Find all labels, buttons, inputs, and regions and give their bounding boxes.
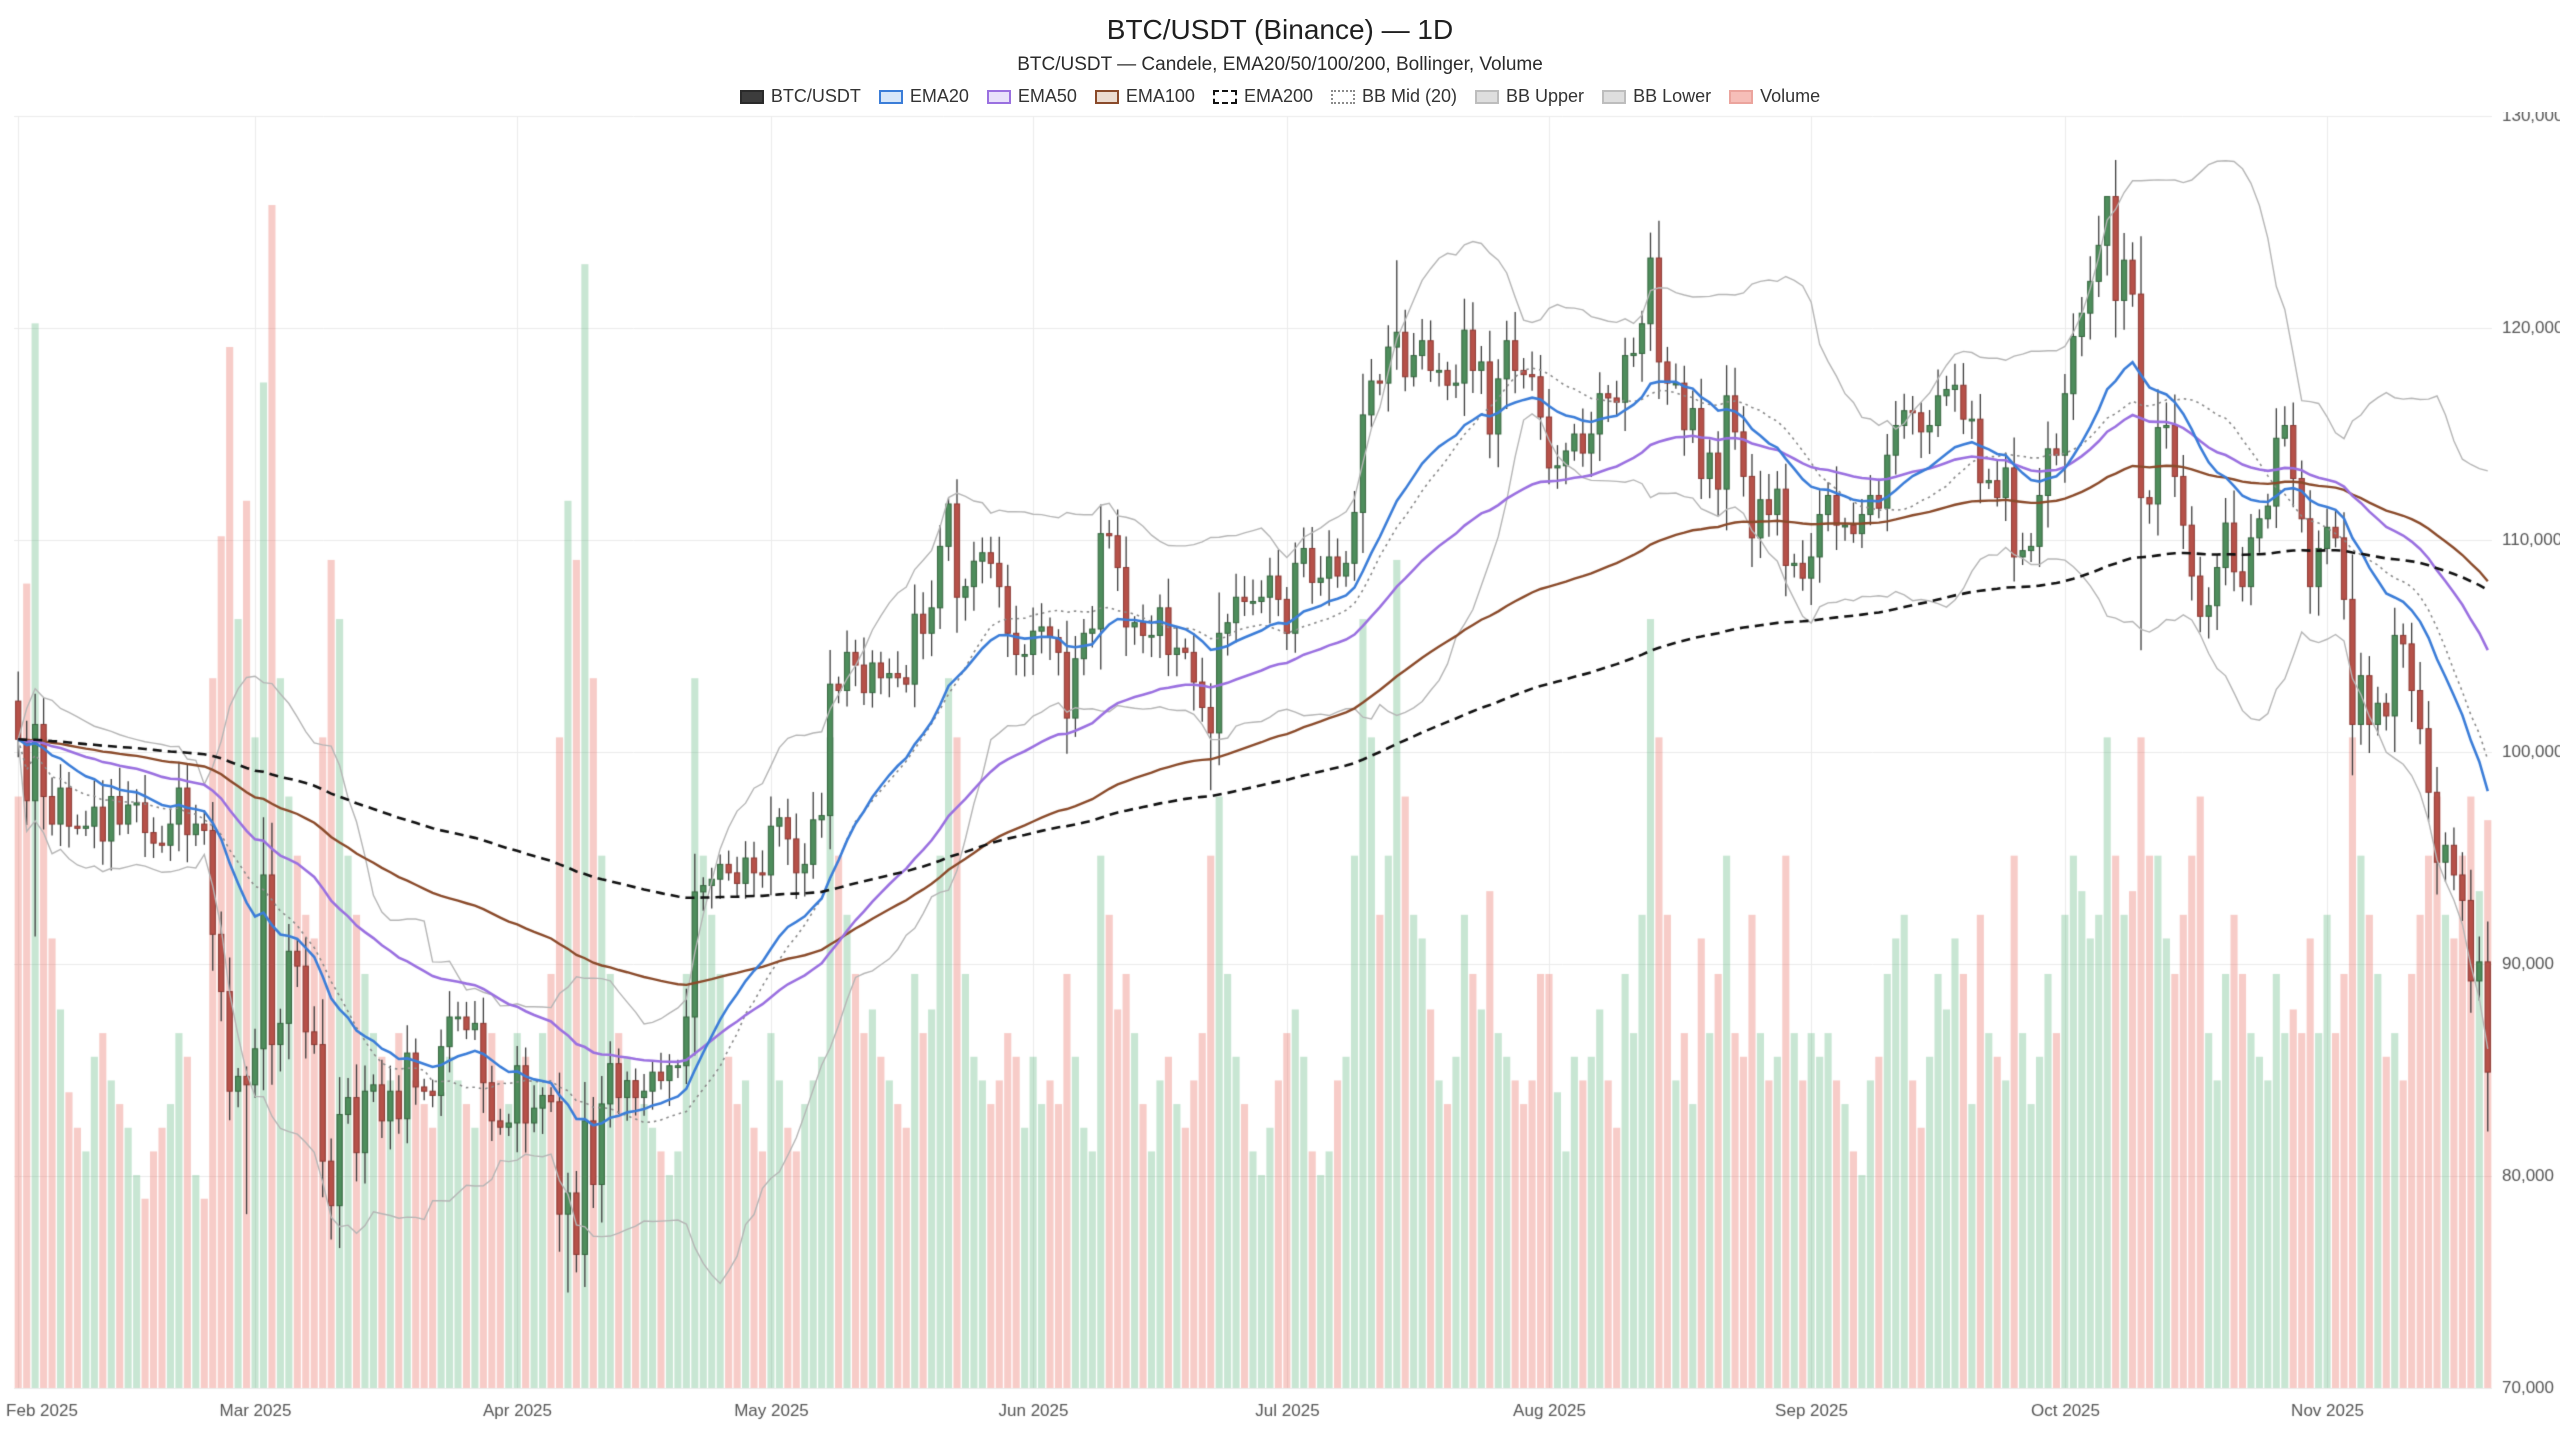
legend-item-volume: Volume	[1729, 86, 1820, 107]
legend-item-ema100: EMA100	[1094, 86, 1195, 107]
legend-label: EMA100	[1125, 86, 1195, 106]
ema50-swatch-icon	[986, 89, 1011, 104]
legend-item-ema50: EMA50	[986, 86, 1077, 107]
legend-item-ema200: EMA200	[1212, 86, 1313, 107]
chart-legend: BTC/USDT EMA20 EMA50 EMA100 EMA200 BB Mid (20…	[0, 86, 2560, 107]
legend-item-bb-upper: BB Upper	[1475, 86, 1584, 107]
bb-lower-swatch-icon	[1602, 89, 1627, 104]
legend-label: BB Mid (20)	[1361, 86, 1458, 106]
btc-usdt-swatch-icon	[739, 89, 764, 104]
legend-item-bb-lower: BB Lower	[1602, 86, 1711, 107]
legend-item-btc-usdt: BTC/USDT	[739, 86, 861, 107]
ema200-swatch-icon	[1212, 89, 1237, 104]
price-chart-canvas	[0, 112, 2560, 1434]
legend-label: Volume	[1760, 86, 1821, 106]
volume-swatch-icon	[1729, 89, 1754, 104]
ema100-swatch-icon	[1094, 89, 1119, 104]
legend-label: BTC/USDT	[770, 86, 861, 106]
ema20-swatch-icon	[878, 89, 903, 104]
legend-label: EMA50	[1017, 86, 1077, 106]
chart-title: BTC/USDT (Binance) — 1D	[1106, 14, 1454, 45]
legend-label: BB Lower	[1633, 86, 1712, 106]
legend-item-ema20: EMA20	[878, 86, 969, 107]
legend-item-bb-mid: BB Mid (20)	[1330, 86, 1458, 107]
legend-label: EMA20	[909, 86, 969, 106]
bb-mid-swatch-icon	[1330, 89, 1355, 104]
legend-label: BB Upper	[1506, 86, 1585, 106]
chart-header: BTC/USDT (Binance) — 1D BTC/USDT — Cande…	[0, 0, 2560, 112]
chart-subtitle: BTC/USDT — Candele, EMA20/50/100/200, Bo…	[1017, 54, 1543, 75]
legend-label: EMA200	[1243, 86, 1313, 106]
bb-upper-swatch-icon	[1475, 89, 1500, 104]
